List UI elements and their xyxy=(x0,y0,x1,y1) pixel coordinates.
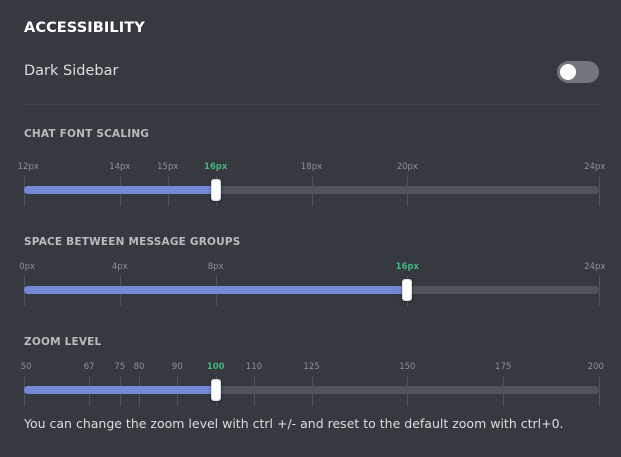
tick-label: 16px xyxy=(203,162,228,172)
tick-label: 175 xyxy=(495,362,512,372)
tick-label: 20px xyxy=(396,162,418,172)
tick-label: 150 xyxy=(399,362,416,372)
tick-label: 75 xyxy=(114,362,126,372)
slider-grabber[interactable] xyxy=(210,179,221,201)
slider-track[interactable] xyxy=(24,286,599,294)
slider-track[interactable] xyxy=(24,386,599,394)
tick-label: 4px xyxy=(111,262,128,272)
chat-font-scaling-title: CHAT FONT SCALING xyxy=(24,128,150,140)
tick-label: 16px xyxy=(395,262,420,272)
tick-label: 80 xyxy=(133,362,145,372)
zoom-level-title: ZOOM LEVEL xyxy=(24,336,102,348)
message-spacing-slider[interactable]: 0px 4px 8px 16px 24px xyxy=(0,262,621,312)
tick-label: 90 xyxy=(171,362,183,372)
tick-label: 200 xyxy=(587,362,604,372)
slider-grabber[interactable] xyxy=(210,379,221,401)
tick-label: 110 xyxy=(245,362,263,372)
tick-label: 100 xyxy=(206,362,225,372)
toggle-knob xyxy=(560,64,576,80)
dark-sidebar-toggle[interactable] xyxy=(557,61,599,83)
tick-label: 8px xyxy=(207,262,224,272)
tick-label: 18px xyxy=(300,162,323,172)
slider-track[interactable] xyxy=(24,186,599,194)
slider-fill xyxy=(24,286,408,294)
zoom-hint: You can change the zoom level with ctrl … xyxy=(24,416,564,431)
dark-sidebar-label: Dark Sidebar xyxy=(24,63,119,79)
tick-label: 15px xyxy=(157,162,179,172)
tick-mark xyxy=(599,276,600,306)
tick-label: 24px xyxy=(584,162,606,172)
chat-font-scaling-slider[interactable]: 12px 14px 15px 16px 18px 20px 24px xyxy=(0,162,621,212)
tick-label: 50 xyxy=(20,362,32,372)
slider-fill xyxy=(24,386,216,394)
tick-mark xyxy=(599,376,600,406)
tick-label: 14px xyxy=(109,162,131,172)
tick-label: 0px xyxy=(19,262,36,272)
tick-mark xyxy=(599,176,600,206)
divider xyxy=(24,104,599,105)
slider-fill xyxy=(24,186,216,194)
message-spacing-title: SPACE BETWEEN MESSAGE GROUPS xyxy=(24,236,241,248)
tick-label: 12px xyxy=(17,162,39,172)
tick-label: 24px xyxy=(584,262,606,272)
accessibility-section-title: ACCESSIBILITY xyxy=(24,20,145,36)
slider-grabber[interactable] xyxy=(402,279,413,301)
tick-label: 125 xyxy=(303,362,320,372)
zoom-level-slider[interactable]: 50 67 75 80 90 100 110 125 150 175 200 xyxy=(0,362,621,412)
tick-label: 67 xyxy=(83,362,95,372)
